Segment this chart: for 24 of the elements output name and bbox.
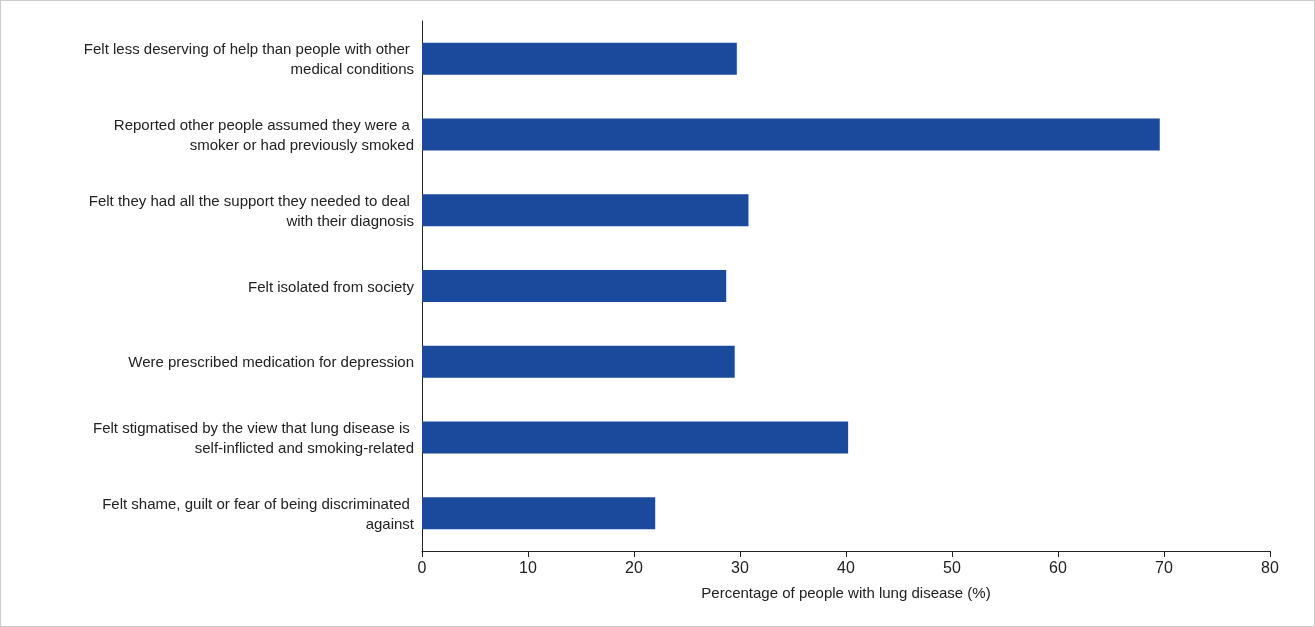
bar	[422, 270, 727, 302]
bar	[422, 497, 656, 530]
x-tick-label: 40	[837, 558, 855, 576]
y-tick-label: Felt they had all the support they needed to deal with their diagnosis	[88, 191, 414, 229]
y-tick-label: Felt stigmatised by the view that lung disease is self-inflicted and smoking-related	[93, 418, 414, 456]
bar	[422, 345, 735, 378]
y-tick-label: Felt isolated from society	[248, 277, 415, 295]
y-tick-label: Felt shame, guilt or fear of being discriminated against	[102, 494, 415, 532]
y-tick-label: Felt less deserving of help than people with other medical conditions	[83, 40, 414, 78]
bar	[422, 194, 749, 227]
x-tick-label: 10	[519, 558, 537, 576]
x-tick-label: 30	[731, 558, 749, 576]
x-tick-label: 80	[1261, 558, 1279, 576]
bar	[422, 118, 1160, 151]
bar	[422, 42, 737, 75]
x-axis-title: Percentage of people with lung disease (%)	[701, 584, 991, 601]
y-tick-label: Were prescribed medication for depression	[128, 353, 414, 371]
x-tick-label: 20	[625, 558, 643, 576]
x-tick-label: 0	[417, 558, 427, 576]
bar	[422, 421, 849, 454]
x-tick-label: 60	[1049, 558, 1067, 576]
x-tick-label: 70	[1155, 558, 1173, 576]
y-tick-label: Reported other people assumed they were a smoker or had previously smoked	[113, 116, 414, 154]
x-tick-label: 50	[943, 558, 961, 576]
